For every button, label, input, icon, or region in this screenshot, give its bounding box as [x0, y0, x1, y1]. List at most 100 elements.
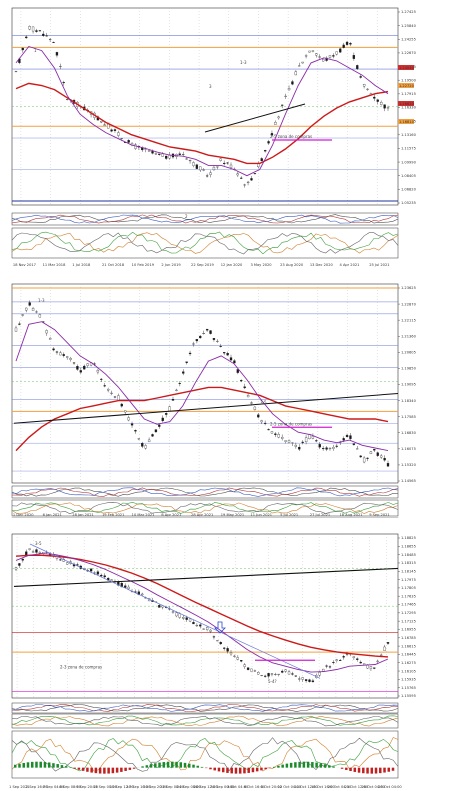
- candle-body: [274, 673, 277, 675]
- x-tick-label: 24 Sep 08:00: [177, 785, 202, 789]
- histogram-bar: [145, 765, 149, 768]
- candle-body: [260, 674, 263, 676]
- candle-body: [260, 420, 263, 423]
- oscillator-line: [11, 704, 399, 712]
- candle-body: [76, 366, 79, 370]
- wave-label: 3: [209, 84, 212, 89]
- candle-body: [106, 123, 110, 129]
- oscillator-line: [11, 704, 399, 712]
- candle-body: [134, 144, 137, 149]
- oscillator-frame: [11, 730, 399, 779]
- y-tick-label: 1.18485: [401, 553, 416, 557]
- candle-body: [226, 648, 229, 652]
- candle-body: [322, 59, 325, 62]
- candle-body: [287, 671, 291, 675]
- candle-body: [318, 444, 321, 448]
- candle-body: [223, 647, 226, 649]
- down-arrow-icon: [214, 621, 226, 634]
- candle-body: [48, 338, 52, 340]
- candle-body: [117, 132, 120, 136]
- candle-body: [21, 47, 24, 51]
- candle-body: [59, 559, 62, 561]
- candle-body: [246, 181, 250, 184]
- candle-body: [188, 160, 192, 162]
- histogram-bar: [188, 763, 191, 768]
- candle-body: [311, 50, 315, 52]
- candle-body: [291, 673, 294, 675]
- candle-body: [294, 444, 298, 447]
- candle-body: [192, 622, 195, 625]
- candle-body: [233, 360, 236, 364]
- candle-body: [380, 102, 383, 105]
- candle-body: [212, 636, 216, 638]
- y-tick-label: 1.19500: [401, 78, 417, 82]
- candle-body: [366, 457, 369, 459]
- candle-body: [356, 658, 359, 660]
- candle-body: [178, 383, 181, 384]
- candle-body: [263, 422, 267, 424]
- candle-body: [178, 153, 181, 155]
- candle-body: [14, 327, 18, 332]
- histogram-bar: [281, 764, 284, 768]
- candle-body: [165, 413, 168, 415]
- candle-body: [216, 640, 219, 642]
- x-tick-label: 26 Oct 04:00: [361, 785, 385, 789]
- chart-panel-2: 1 Dec 2020 6 Jan 2021 28 Jan 2021 19 Feb 20…: [0, 278, 453, 518]
- y-tick-label: 1.18340: [401, 399, 417, 403]
- candle-body: [103, 575, 106, 578]
- ma-red-line: [15, 554, 389, 658]
- candle-body: [342, 44, 345, 48]
- y-tick-label: 1.16105: [401, 669, 416, 673]
- histogram-bar: [209, 767, 212, 770]
- candle-body: [284, 440, 287, 442]
- candle-body: [281, 670, 284, 673]
- candle-body: [352, 55, 356, 59]
- histogram-bar: [86, 767, 89, 772]
- candle-body: [141, 443, 144, 447]
- histogram-bar: [353, 767, 357, 772]
- histogram-bar: [39, 761, 42, 768]
- histogram-bar: [183, 762, 187, 768]
- x-tick-label: 4 Oct 04:00: [227, 785, 249, 789]
- y-tick-label: 1.16615: [401, 644, 416, 648]
- candle-body: [342, 438, 345, 441]
- candle-body: [281, 104, 284, 106]
- candle-body: [229, 357, 233, 361]
- histogram-bar: [285, 763, 289, 768]
- histogram-bar: [47, 762, 51, 768]
- oscillator-line: [11, 487, 398, 497]
- candle-body: [171, 399, 175, 401]
- candle-body: [151, 151, 154, 154]
- candle-body: [246, 395, 250, 398]
- candle-body: [383, 104, 386, 109]
- y-tick-label: 1.06820: [401, 188, 417, 192]
- candle-body: [127, 140, 130, 143]
- candle-body: [14, 567, 18, 570]
- histogram-bar: [340, 767, 344, 769]
- histogram-bar: [328, 765, 331, 768]
- histogram-bar: [179, 762, 183, 768]
- chart-panel-3: 1 Sep 2021 2 Sep 16:00 7 Sep 04:00 8 Sep 08…: [0, 528, 453, 791]
- y-tick-label: 1.17635: [401, 594, 416, 598]
- y-tick-label: 1.15935: [401, 678, 416, 682]
- candle-body: [127, 417, 130, 421]
- candle-body: [240, 659, 243, 662]
- candle-body: [335, 51, 338, 55]
- candle-body: [383, 646, 386, 651]
- trendline: [204, 103, 306, 133]
- candle-body: [352, 656, 356, 658]
- candle-body: [25, 307, 28, 311]
- candle-body: [144, 445, 147, 449]
- price-badge: 1.16620: [399, 102, 415, 106]
- candle-body: [328, 55, 332, 58]
- oscillator-line: [11, 214, 399, 224]
- candle-body: [236, 173, 239, 176]
- candle-body: [223, 162, 226, 165]
- candle-body: [253, 406, 257, 410]
- candle-body: [175, 389, 178, 391]
- histogram-bar: [323, 764, 327, 768]
- candle-body: [328, 666, 332, 668]
- x-tick-label: 18 Nov 2017: [13, 263, 36, 267]
- candle-body: [380, 654, 383, 656]
- candle-body: [226, 353, 229, 356]
